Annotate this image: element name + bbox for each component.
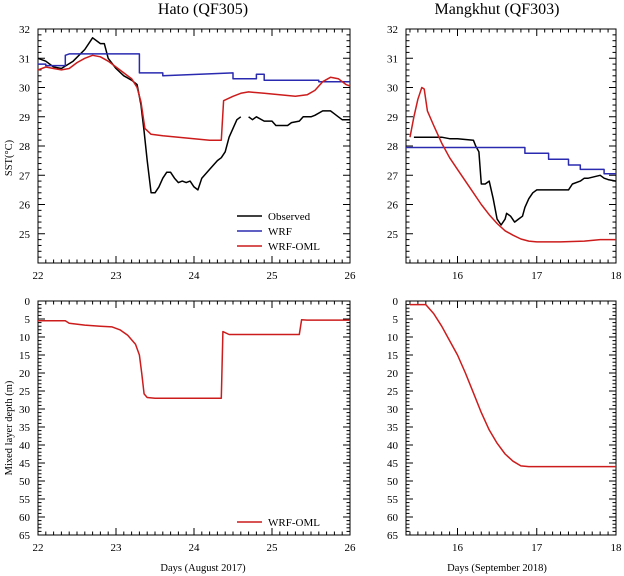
y-tick-label: 50 (19, 476, 31, 488)
mangkhut-sst-panel: 16 17 18 25 26 27 28 29 30 31 32 (387, 24, 622, 282)
legend-sst: Observed WRF WRF-OML (237, 211, 320, 253)
mangkhut-mld-panel: 16 17 18 0 5 10 15 20 25 30 35 40 45 50 55 60 65 (387, 296, 622, 554)
y-tick-label: 15 (19, 350, 31, 362)
y-tick-label: 35 (19, 422, 31, 434)
y-tick-label: 28 (387, 141, 399, 153)
xlabel-left: Days (August 2017) (160, 563, 246, 574)
hato-sst-panel: 22 23 24 25 26 25 26 27 28 29 30 31 32 (19, 24, 356, 282)
series-line-observed (37, 37, 350, 194)
y-tick-label: 55 (387, 494, 399, 506)
x-tick-label: 23 (111, 542, 123, 554)
x-tick-label: 25 (267, 542, 279, 554)
series-line-wrf (38, 53, 350, 83)
x-tick-label: 22 (33, 542, 44, 554)
y-tick-label: 5 (25, 314, 31, 326)
plot-frame (405, 300, 617, 536)
title-left: Hato (QF305) (158, 1, 248, 18)
y-tick-label: 32 (19, 24, 30, 36)
series-line-wrf-oml (38, 318, 350, 399)
y-tick-label: 40 (387, 440, 399, 452)
y-tick-label: 30 (387, 83, 399, 95)
legend-label-wrf: WRF (268, 226, 292, 238)
plot-frame (37, 300, 351, 536)
y-tick-label: 30 (19, 404, 31, 416)
y-tick-label: 26 (19, 200, 31, 212)
y-tick-label: 29 (19, 112, 31, 124)
x-tick-label: 26 (345, 542, 357, 554)
y-tick-label: 30 (387, 404, 399, 416)
series-line-wrf-oml (409, 86, 616, 243)
y-tick-label: 20 (387, 368, 399, 380)
x-tick-label: 24 (189, 270, 201, 282)
y-tick-label: 20 (19, 368, 31, 380)
legend-mld: WRF-OML (237, 517, 320, 529)
y-tick-label: 50 (387, 476, 399, 488)
y-tick-label: 26 (387, 200, 399, 212)
plot-frame (405, 28, 617, 264)
series-line-wrf (406, 146, 616, 175)
legend-mld-label-wrf-oml: WRF-OML (268, 517, 320, 529)
y-tick-label: 10 (387, 332, 399, 344)
y-tick-label: 5 (393, 314, 399, 326)
x-tick-label: 18 (611, 270, 623, 282)
legend-label-observed: Observed (268, 211, 311, 223)
x-tick-label: 18 (611, 542, 623, 554)
y-tick-label: 0 (25, 296, 31, 308)
y-tick-label: 25 (19, 229, 31, 241)
y-tick-label: 25 (19, 386, 31, 398)
title-right: Mangkhut (QF303) (435, 1, 560, 18)
xlabel-right: Days (September 2018) (447, 563, 547, 574)
y-tick-label: 28 (19, 141, 31, 153)
series-line-observed (413, 136, 617, 226)
ylabel-sst: SST(°C) (4, 139, 15, 176)
y-tick-label: 0 (393, 296, 399, 308)
y-tick-label: 55 (19, 494, 31, 506)
y-tick-label: 60 (387, 512, 399, 524)
y-tick-label: 10 (19, 332, 31, 344)
x-tick-label: 16 (452, 542, 464, 554)
x-tick-label: 22 (33, 270, 44, 282)
y-tick-label: 27 (387, 170, 399, 182)
y-tick-label: 40 (19, 440, 31, 452)
y-tick-label: 45 (19, 458, 31, 470)
series-line-wrf-oml (410, 303, 616, 468)
plot-frame (37, 28, 351, 264)
y-tick-label: 65 (19, 530, 31, 542)
y-tick-label: 65 (387, 530, 399, 542)
x-tick-label: 25 (267, 270, 279, 282)
y-tick-label: 27 (19, 170, 31, 182)
x-tick-label: 17 (531, 270, 543, 282)
y-tick-label: 31 (19, 53, 30, 65)
y-tick-label: 35 (387, 422, 399, 434)
y-tick-label: 45 (387, 458, 399, 470)
series-line-wrf-oml (37, 54, 351, 141)
y-tick-label: 32 (387, 24, 398, 36)
legend-label-wrf-oml: WRF-OML (268, 241, 320, 253)
hato-mld-panel: 22 23 24 25 26 0 5 10 15 20 25 30 35 40 45 50 55 60 65 (19, 296, 356, 554)
y-tick-label: 29 (387, 112, 399, 124)
y-tick-label: 25 (387, 386, 399, 398)
x-tick-label: 23 (111, 270, 123, 282)
x-tick-label: 26 (345, 270, 357, 282)
x-tick-label: 16 (452, 270, 464, 282)
x-tick-label: 24 (189, 542, 201, 554)
y-tick-label: 15 (387, 350, 399, 362)
y-tick-label: 60 (19, 512, 31, 524)
y-tick-label: 31 (387, 53, 398, 65)
y-tick-label: 25 (387, 229, 399, 241)
ylabel-mld: Mixed layer depth (m) (4, 380, 15, 475)
y-tick-label: 30 (19, 83, 31, 95)
x-tick-label: 17 (531, 542, 543, 554)
